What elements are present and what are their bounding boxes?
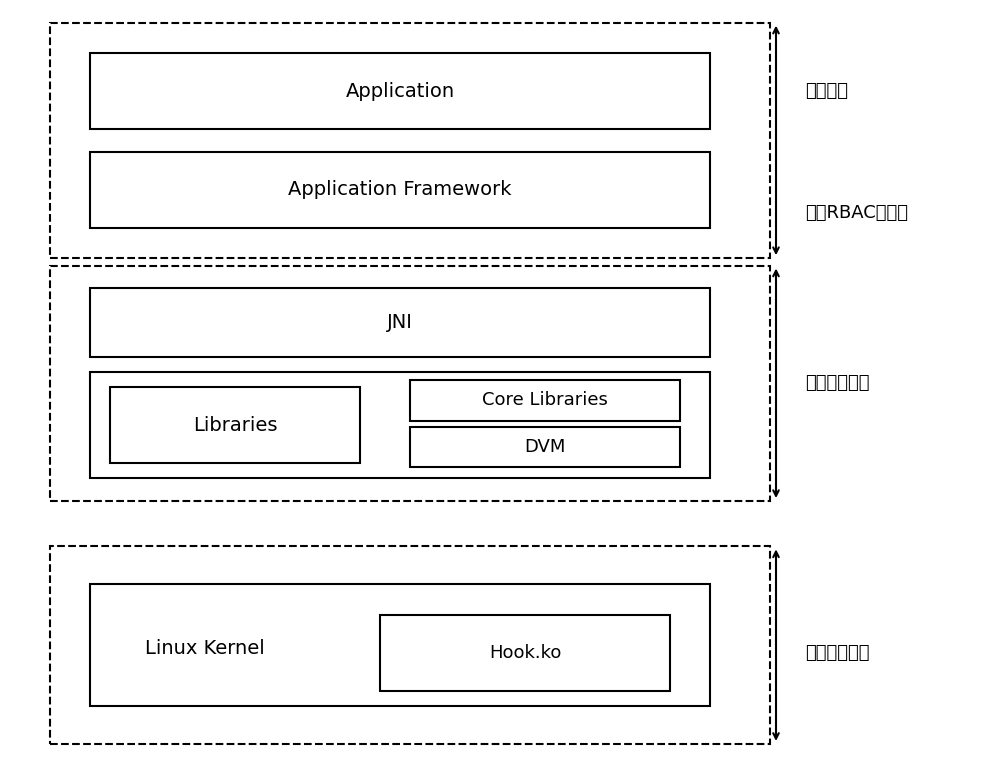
Bar: [410, 427, 680, 467]
Bar: [90, 584, 710, 706]
Bar: [380, 615, 670, 691]
Text: 内核消息反馈: 内核消息反馈: [805, 374, 870, 392]
Bar: [50, 23, 770, 258]
Bar: [50, 266, 770, 501]
Text: Application Framework: Application Framework: [288, 180, 512, 200]
Text: Hook.ko: Hook.ko: [489, 644, 561, 662]
Bar: [410, 380, 680, 421]
Text: Linux Kernel: Linux Kernel: [145, 639, 265, 659]
Bar: [110, 387, 360, 463]
Text: 基于RBAC的拦截: 基于RBAC的拦截: [805, 203, 908, 222]
Bar: [50, 546, 770, 744]
Text: Application: Application: [345, 81, 455, 101]
Text: JNI: JNI: [387, 313, 413, 332]
Text: Core Libraries: Core Libraries: [482, 392, 608, 409]
Text: 恶意行为检测: 恶意行为检测: [805, 644, 870, 662]
Bar: [90, 288, 710, 357]
Text: Libraries: Libraries: [193, 415, 277, 435]
Text: 拦截提示: 拦截提示: [805, 82, 848, 100]
Bar: [90, 152, 710, 228]
Bar: [90, 53, 710, 129]
Bar: [90, 372, 710, 478]
Text: DVM: DVM: [524, 438, 566, 455]
